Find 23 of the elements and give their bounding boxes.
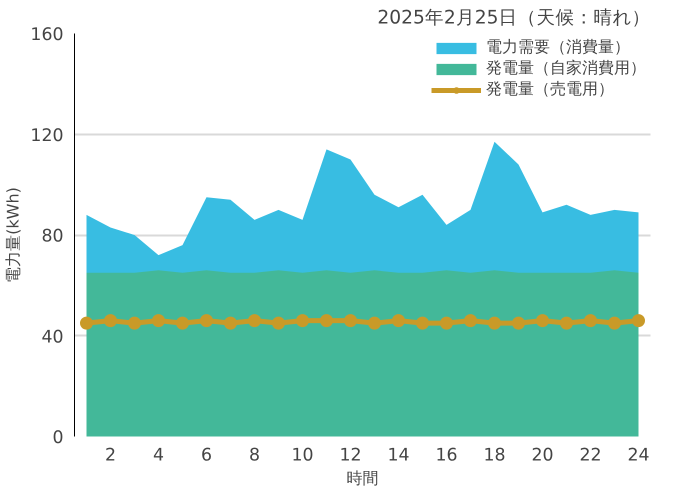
x-tick-label: 20	[531, 446, 554, 466]
x-tick-label: 4	[152, 446, 164, 466]
y-axis-title: 電力量(kWh)	[3, 187, 22, 283]
y-tick-label: 0	[52, 428, 64, 448]
chart-title: 2025年2月25日（天候：晴れ）	[377, 8, 651, 28]
legend-label: 発電量（売電用）	[486, 79, 614, 100]
x-tick-label: 12	[339, 446, 362, 466]
x-tick-label: 22	[579, 446, 602, 466]
y-tick-label: 120	[30, 126, 64, 146]
y-tick-label: 80	[41, 226, 64, 246]
legend-label: 発電量（自家消費用）	[486, 58, 646, 79]
legend-label: 電力需要（消費量）	[486, 37, 630, 58]
x-tick-label: 24	[627, 446, 650, 466]
x-tick-label: 14	[387, 446, 410, 466]
y-tick-label: 40	[41, 327, 64, 348]
x-tick-label: 8	[248, 446, 260, 466]
x-tick-label: 18	[483, 446, 506, 466]
x-tick-label: 10	[291, 446, 314, 466]
x-tick-label: 2	[104, 446, 116, 466]
x-tick-label: 16	[435, 446, 458, 466]
x-tick-label: 6	[200, 446, 212, 466]
x-axis-title: 時間	[346, 468, 378, 488]
y-tick-label: 160	[30, 25, 64, 45]
